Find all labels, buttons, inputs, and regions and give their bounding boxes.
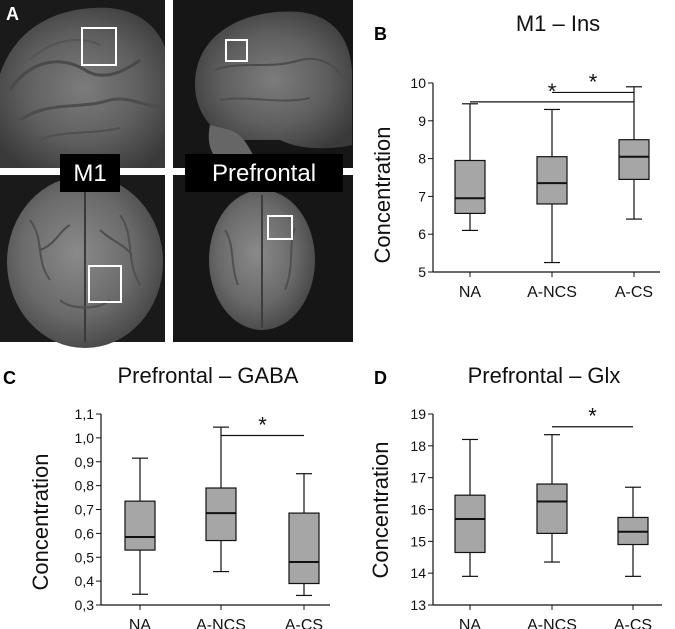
x-tick-label: NA [459, 617, 482, 629]
x-tick-label: A-CS [614, 617, 652, 629]
panel-letter-d: D [374, 368, 387, 388]
significance-star: * [589, 69, 598, 94]
panel-letter-a: A [6, 4, 19, 24]
y-tick-label: 1,1 [75, 406, 95, 422]
significance-star: * [548, 79, 557, 104]
box-iqr [454, 494, 486, 554]
x-tick-label: NA [129, 617, 152, 629]
x-tick-label: A-NCS [196, 617, 246, 629]
y-tick-label: 17 [410, 470, 426, 486]
chart-title: M1 – Ins [516, 11, 600, 36]
box-iqr [288, 512, 320, 585]
y-tick-label: 1,0 [75, 430, 95, 446]
y-tick-label: 0,3 [75, 597, 95, 613]
y-tick-label: 9 [418, 113, 426, 129]
y-tick-label: 7 [418, 188, 426, 204]
x-tick-label: NA [459, 284, 482, 301]
panel-a-mri: M1 Prefrontal A [0, 0, 353, 348]
mri-axial-prefrontal [173, 175, 353, 342]
m1-label: M1 [73, 160, 106, 187]
mri-axial-m1 [0, 175, 165, 348]
box-iqr [536, 483, 568, 534]
y-tick-label: 0,4 [75, 573, 95, 589]
chart-title: Prefrontal – GABA [118, 363, 299, 388]
x-tick-label: A-NCS [527, 617, 577, 629]
prefrontal-label: Prefrontal [212, 160, 316, 187]
y-tick-label: 18 [410, 438, 426, 454]
y-tick-label: 16 [410, 502, 426, 518]
y-tick-label: 10 [410, 75, 426, 91]
y-tick-label: 8 [418, 151, 426, 167]
box-iqr [454, 159, 486, 215]
x-tick-label: A-NCS [527, 284, 577, 301]
x-tick-label: A-CS [285, 617, 323, 629]
y-axis-label: Concentration [368, 442, 393, 579]
y-axis-label: Concentration [28, 454, 53, 591]
chart-panel-d: D Prefrontal – Glx Concentration 13 14 15 1… [368, 363, 662, 629]
m1-label-box [60, 154, 120, 192]
significance-star: * [258, 412, 267, 437]
y-tick-label: 6 [418, 226, 426, 242]
y-tick-label: 0,9 [75, 454, 95, 470]
y-tick-label: 5 [418, 264, 426, 280]
y-tick-label: 0,6 [75, 525, 95, 541]
y-tick-label: 13 [410, 597, 426, 613]
panel-letter-c: C [3, 368, 16, 388]
chart-panel-c: C Prefrontal – GABA Concentration 0,3 0,4… [3, 363, 330, 629]
x-tick-label: A-CS [615, 284, 653, 301]
box-iqr [536, 156, 568, 205]
y-tick-label: 0,8 [75, 478, 95, 494]
mri-sagittal-prefrontal [173, 0, 353, 168]
box-iqr [124, 500, 156, 551]
y-tick-label: 0,7 [75, 502, 95, 518]
chart-panel-b: B M1 – Ins Concentration 5 6 7 8 9 10 NA A-NCS A… [370, 11, 660, 301]
y-tick-label: 15 [410, 533, 426, 549]
y-tick-label: 14 [410, 565, 426, 581]
prefrontal-label-box [185, 154, 343, 192]
y-axis-label: Concentration [370, 127, 395, 264]
chart-title: Prefrontal – Glx [468, 363, 621, 388]
y-tick-label: 19 [410, 406, 426, 422]
mri-sagittal-m1 [0, 0, 170, 168]
y-tick-label: 0,5 [75, 549, 95, 565]
box-iqr [618, 139, 650, 180]
significance-star: * [588, 404, 597, 429]
box-iqr [205, 487, 237, 542]
panel-letter-b: B [374, 24, 387, 44]
